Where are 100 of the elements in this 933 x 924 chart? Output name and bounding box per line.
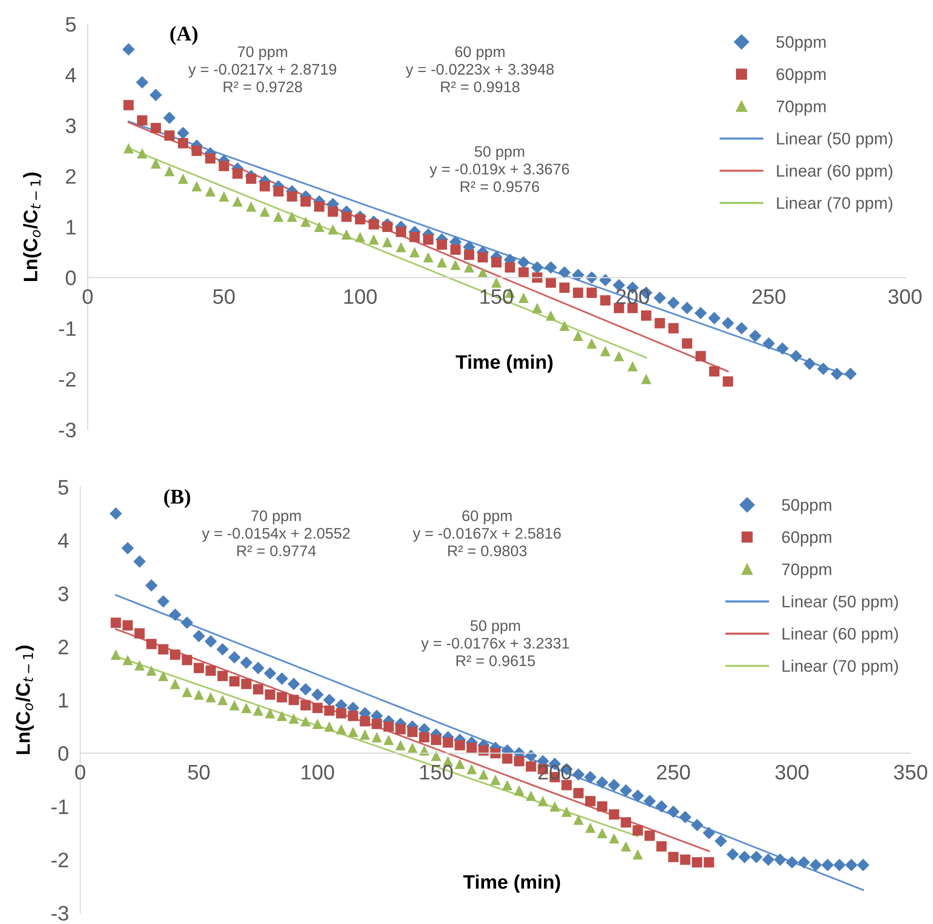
point <box>518 292 529 303</box>
point <box>696 350 706 362</box>
point <box>514 785 524 796</box>
point <box>419 732 430 742</box>
x-tick-label: 100 <box>344 289 377 304</box>
point <box>558 266 571 279</box>
point <box>641 374 652 384</box>
y-tick-label: 2 <box>66 169 76 184</box>
point <box>206 692 216 702</box>
point <box>300 196 311 207</box>
point <box>644 830 655 841</box>
point <box>182 686 192 698</box>
point <box>632 825 643 836</box>
point <box>136 76 148 89</box>
point <box>273 212 284 222</box>
point <box>260 206 270 217</box>
point <box>368 234 379 245</box>
y-tick-label: -1 <box>52 800 68 814</box>
point <box>246 174 256 184</box>
y-tick-label: -1 <box>58 321 76 336</box>
point <box>597 801 608 812</box>
point <box>205 186 216 196</box>
annotation: 70 ppm y = -0.0217x + 2.8719 R² = 0.9728 <box>188 46 336 92</box>
annotation: 50 ppm y = -0.0176x + 3.2331 R² = 0.9615 <box>421 620 570 666</box>
point <box>123 100 134 110</box>
point <box>150 88 162 102</box>
point <box>600 295 610 306</box>
point <box>585 796 596 806</box>
point <box>656 841 667 852</box>
point <box>348 726 358 738</box>
point <box>288 713 299 724</box>
point <box>286 212 298 222</box>
point <box>614 350 624 362</box>
x-tick-label: 250 <box>657 764 690 780</box>
point <box>368 219 379 230</box>
point <box>844 368 857 380</box>
y-tick-label: -3 <box>58 422 76 438</box>
annotation: 60 ppm y = -0.0223x + 3.3948 R² = 0.9918 <box>406 46 554 92</box>
point <box>559 282 570 293</box>
point <box>264 708 276 718</box>
point <box>253 684 264 694</box>
point <box>514 756 524 766</box>
point <box>372 732 382 742</box>
point <box>654 292 666 304</box>
x-axis-title: Time (min) <box>456 354 553 373</box>
point <box>395 740 406 750</box>
legend-label: Linear (60 ppm) <box>782 627 898 643</box>
y-tick-label: 0 <box>58 746 68 761</box>
point <box>300 216 311 227</box>
point <box>396 226 406 238</box>
point <box>466 742 477 753</box>
point <box>526 790 536 801</box>
x-tick-label: 100 <box>302 764 334 780</box>
legend-label: Linear (50 ppm) <box>777 132 892 148</box>
point <box>531 261 544 274</box>
point <box>300 716 311 726</box>
point <box>150 158 161 169</box>
point <box>641 310 652 321</box>
point <box>164 130 175 141</box>
point <box>464 250 474 260</box>
point <box>382 236 393 248</box>
x-tick-label: 300 <box>775 764 809 780</box>
point <box>722 316 734 330</box>
point <box>276 692 288 702</box>
point <box>122 43 135 56</box>
point <box>137 148 148 158</box>
point <box>123 143 134 154</box>
point <box>409 232 420 242</box>
point <box>585 822 596 833</box>
point <box>518 267 529 278</box>
point <box>692 857 702 868</box>
point <box>146 638 157 650</box>
point <box>694 306 707 320</box>
point <box>546 310 556 321</box>
point <box>490 748 501 758</box>
point <box>776 342 789 355</box>
point <box>572 330 584 342</box>
point <box>395 724 406 734</box>
point <box>229 676 240 686</box>
point <box>407 742 418 753</box>
point <box>324 721 334 732</box>
x-tick-label: 250 <box>752 289 786 304</box>
legend-label: Linear (50 ppm) <box>782 595 898 611</box>
point <box>348 710 358 722</box>
point <box>336 724 346 734</box>
point <box>122 620 133 631</box>
point <box>573 788 584 798</box>
y-tick-label: 4 <box>65 68 76 82</box>
point <box>241 702 252 714</box>
point <box>312 702 323 714</box>
point <box>217 670 228 682</box>
point <box>178 138 188 148</box>
y-axis-title: Ln(C$_{o}$/C$_{t−1}$) <box>16 646 34 754</box>
x-tick-label: 150 <box>420 764 453 780</box>
point <box>409 247 420 258</box>
x-tick-label: 50 <box>188 764 210 780</box>
point <box>146 665 157 676</box>
legend-label: Linear (70 ppm) <box>782 660 898 676</box>
point <box>762 337 776 350</box>
point <box>341 212 352 222</box>
